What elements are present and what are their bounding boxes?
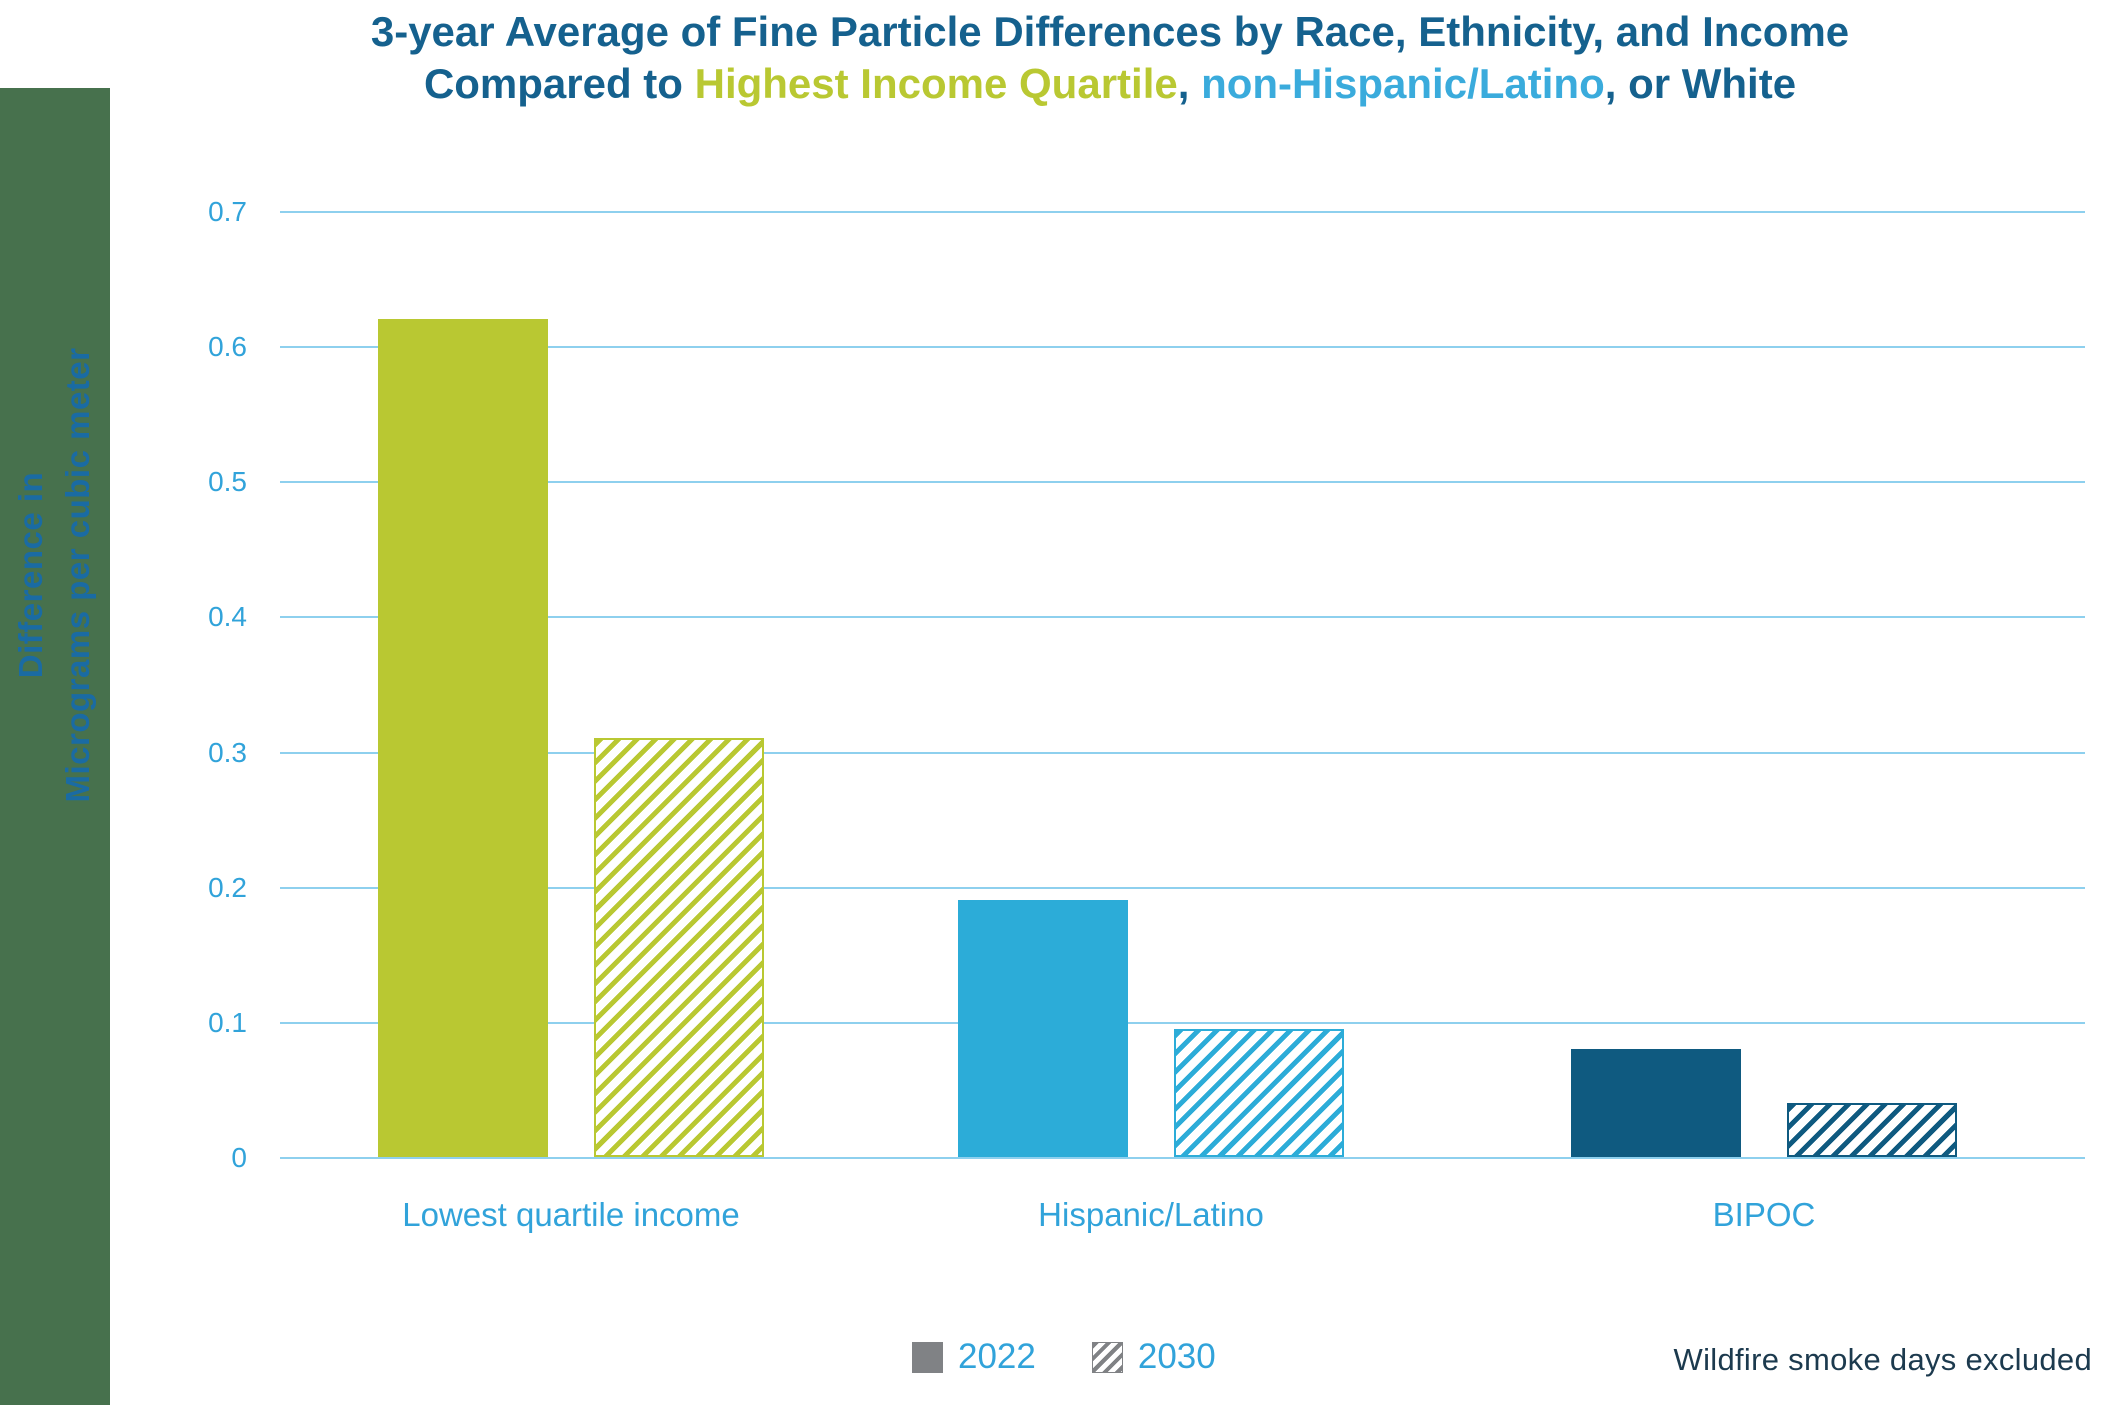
chart-title: 3-year Average of Fine Particle Differen…: [110, 6, 2110, 110]
y-axis-tick-label: 0.3: [208, 737, 247, 768]
legend-item-2030[interactable]: 2030: [1091, 1337, 1216, 1377]
y-axis-tick-label: 0.7: [208, 196, 247, 227]
legend-swatch-solid-icon: [912, 1341, 943, 1373]
y-axis-tick-label: 0: [231, 1142, 247, 1173]
legend-swatch-hatched-icon: [1091, 1341, 1123, 1373]
bar-2022-bipoc[interactable]: [1571, 1049, 1741, 1157]
x-axis-category-label: BIPOC: [1712, 1196, 1816, 1233]
gridline: [280, 1157, 2085, 1159]
x-axis-category-label: Hispanic/Latino: [1038, 1196, 1264, 1233]
gridline: [280, 887, 2085, 889]
y-axis-label: Difference in Micrograms per cubic meter: [7, 225, 107, 925]
gridline: [280, 616, 2085, 618]
legend-label-2022: 2022: [958, 1337, 1036, 1376]
y-axis-tick-label: 0.1: [208, 1007, 247, 1038]
y-axis-tick-label: 0.4: [208, 601, 247, 632]
title-segment: non-Hispanic/Latino: [1201, 60, 1605, 107]
gridline: [280, 211, 2085, 213]
y-axis-tick-label: 0.2: [208, 872, 247, 903]
y-axis-tick-label: 0.6: [208, 331, 247, 362]
bar-2022-lowest-quartile-income[interactable]: [378, 319, 548, 1157]
chart-legend: 2022 2030: [912, 1336, 1216, 1378]
bar-2022-hispanic-latino[interactable]: [958, 900, 1128, 1157]
title-segment: , or White: [1604, 60, 1797, 107]
legend-label-2030: 2030: [1137, 1337, 1216, 1376]
left-edge-background-strip: [0, 88, 110, 1405]
wildfire-note: Wildfire smoke days excluded: [1673, 1342, 2092, 1377]
title-segment: ,: [1177, 60, 1202, 107]
gridline: [280, 481, 2085, 483]
title-segment: Compared to: [423, 60, 695, 107]
title-segment: Highest Income Quartile: [694, 60, 1178, 107]
y-axis-label-line2: Micrograms per cubic meter: [59, 347, 96, 803]
legend-item-2022[interactable]: 2022: [912, 1337, 1036, 1377]
chart-title-line1: 3-year Average of Fine Particle Differen…: [370, 8, 1850, 55]
bar-2030-bipoc[interactable]: [1787, 1103, 1957, 1157]
bar-2030-hispanic-latino[interactable]: [1174, 1029, 1344, 1157]
y-axis-tick-label: 0.5: [208, 466, 247, 497]
gridline: [280, 752, 2085, 754]
bar-2030-lowest-quartile-income[interactable]: [594, 738, 764, 1157]
chart-title-line2: Compared to Highest Income Quartile, non…: [110, 58, 2110, 110]
y-axis-label-line1: Difference in: [12, 471, 49, 679]
x-axis-category-label: Lowest quartile income: [402, 1196, 740, 1233]
gridline: [280, 346, 2085, 348]
gridline: [280, 1022, 2085, 1024]
